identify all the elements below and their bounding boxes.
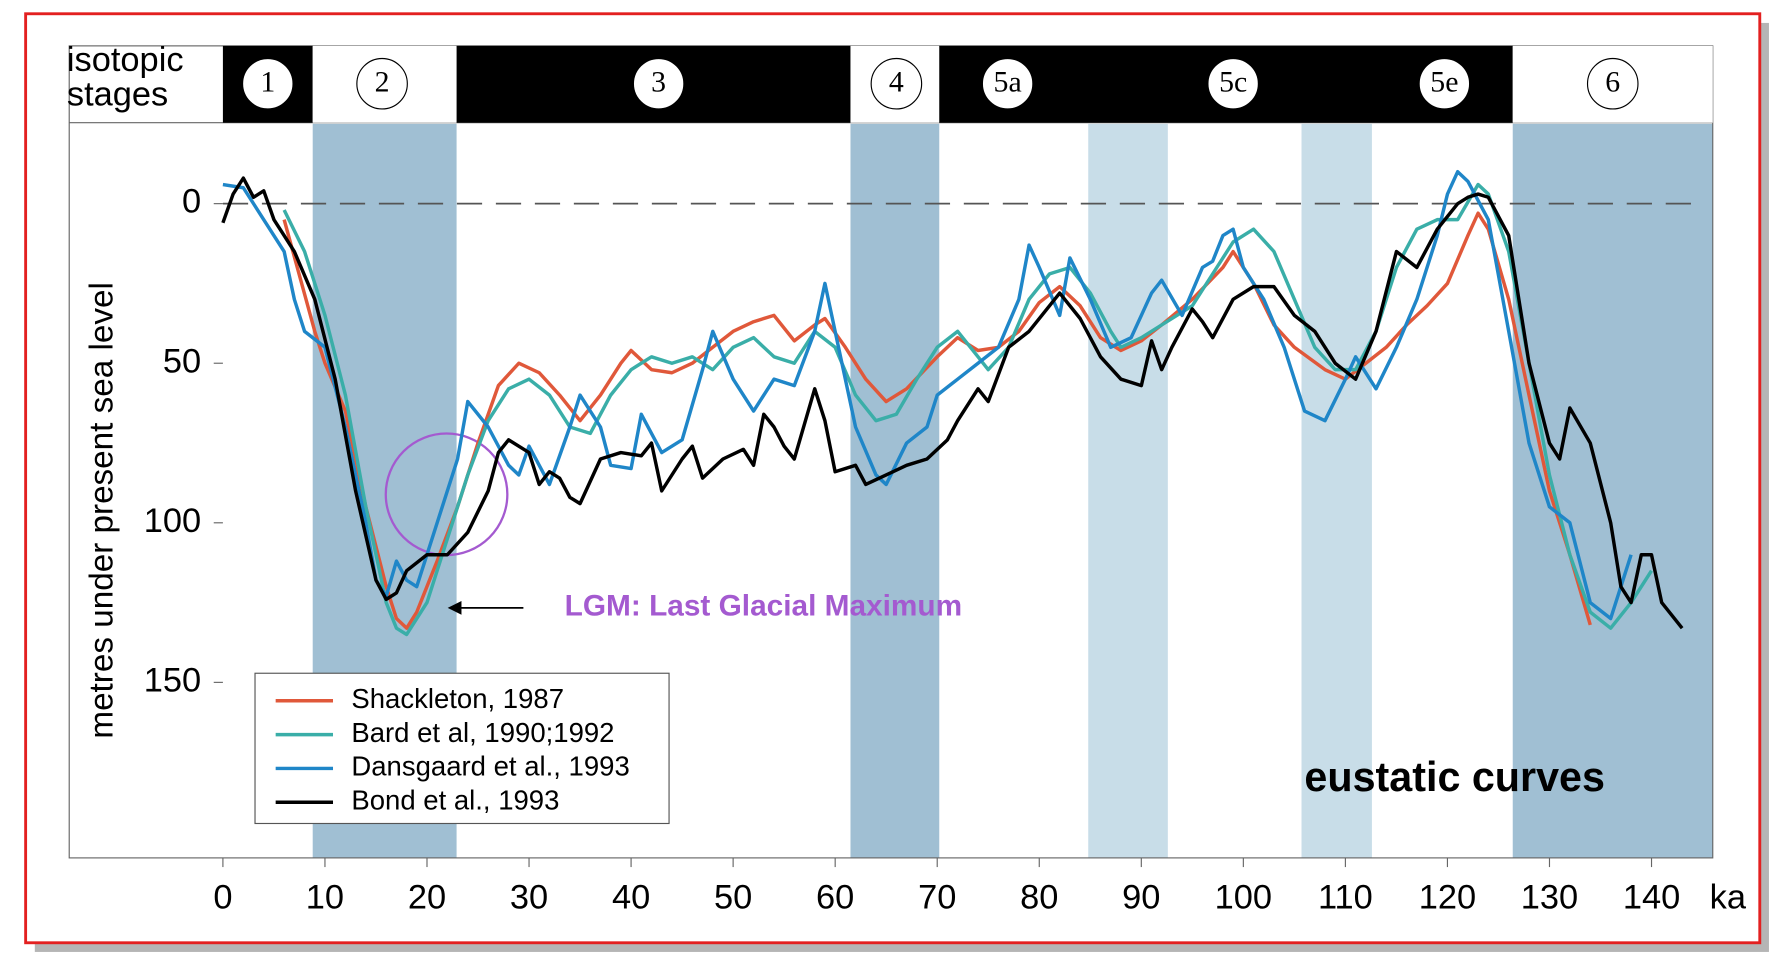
stage-marker <box>1586 57 1639 110</box>
y-tick-label: 50 <box>163 342 201 380</box>
stage-band <box>1301 123 1372 858</box>
header-label: isotopic stages <box>67 41 184 113</box>
y-tick-label: 0 <box>182 183 201 221</box>
stage-label: 5a <box>994 66 1022 99</box>
series-line <box>222 169 1633 621</box>
stage-marker <box>356 57 408 110</box>
x-tick-label: 80 <box>1020 878 1058 916</box>
legend <box>254 672 670 825</box>
y-tick-label: 100 <box>144 502 201 540</box>
x-tick-label: 140 <box>1623 878 1680 916</box>
stage-marker <box>870 57 923 110</box>
x-tick-label: 50 <box>714 878 752 916</box>
x-tick-label: 10 <box>306 878 344 916</box>
series-line <box>221 176 1684 630</box>
y-tick-label: 150 <box>144 661 201 699</box>
stage-marker <box>241 57 294 110</box>
x-tick-label: 130 <box>1521 878 1578 916</box>
stage-band <box>850 123 940 858</box>
x-tick-label: 20 <box>408 878 446 916</box>
stage-marker <box>632 57 685 110</box>
y-axis-label: metres under present sea level <box>83 282 120 739</box>
stage-marker <box>1418 57 1471 110</box>
stage-label: 5c <box>1219 66 1247 99</box>
x-tick-label: 60 <box>816 878 854 916</box>
legend-label: Dansgaard et al., 1993 <box>351 751 629 782</box>
legend-label: Bard et al, 1990;1992 <box>351 717 614 748</box>
legend-label: Shackleton, 1987 <box>351 683 564 714</box>
stage-label: 5e <box>1430 66 1458 99</box>
x-tick-label: 0 <box>213 878 232 916</box>
stage-band <box>1088 123 1168 858</box>
x-tick-label: 70 <box>918 878 956 916</box>
x-unit: ka <box>1710 878 1747 916</box>
stage-label: 2 <box>375 66 390 99</box>
chart-title: eustatic curves <box>1304 754 1605 800</box>
stage-label: 3 <box>651 66 666 99</box>
series-line <box>282 182 1653 637</box>
stage-marker <box>1207 57 1259 110</box>
legend-label: Bond et al., 1993 <box>351 785 559 816</box>
annotation: LGM: Last Glacial Maximum <box>565 590 962 623</box>
x-tick-label: 30 <box>510 878 548 916</box>
stage-label: 1 <box>260 66 275 99</box>
x-tick-label: 110 <box>1318 878 1373 916</box>
stage-label: 6 <box>1605 66 1620 99</box>
x-tick-label: 100 <box>1215 878 1272 916</box>
stage-label: 4 <box>889 66 904 99</box>
x-tick-label: 40 <box>612 878 650 916</box>
stage-marker <box>981 57 1034 110</box>
x-tick-label: 90 <box>1122 878 1160 916</box>
x-tick-label: 120 <box>1419 878 1476 916</box>
annotation-arrowhead <box>447 600 462 615</box>
